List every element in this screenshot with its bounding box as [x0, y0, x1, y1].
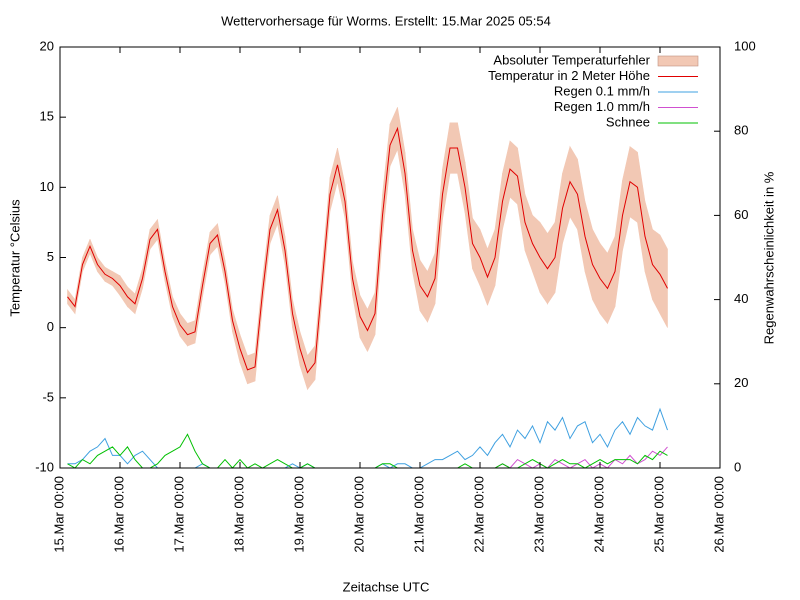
legend-label: Regen 1.0 mm/h [554, 99, 650, 114]
series-line [67, 126, 668, 374]
y2-tick-label: 20 [734, 375, 748, 390]
x-tick-label: 17.Mar 00:00 [171, 476, 186, 553]
legend-label: Schnee [606, 114, 650, 129]
legend-label: Regen 0.1 mm/h [554, 83, 650, 98]
x-tick-label: 26.Mar 00:00 [711, 476, 726, 553]
legend-label: Absoluter Temperaturfehler [493, 52, 650, 67]
y2-tick-label: 80 [734, 123, 748, 138]
y-axis-label: Temperatur °Celsius [7, 199, 22, 317]
series-line [67, 407, 668, 469]
y-tick-label: 10 [40, 179, 54, 194]
series-line [67, 446, 668, 469]
error-band [472, 217, 481, 286]
y-tick-label: -10 [35, 459, 54, 474]
x-tick-label: 18.Mar 00:00 [231, 476, 246, 553]
y-tick-label: 0 [47, 319, 54, 334]
y-tick-label: 20 [40, 38, 54, 53]
y2-tick-label: 100 [734, 38, 756, 53]
chart-title: Wettervorhersage für Worms. Erstellt: 15… [221, 13, 551, 28]
legend-label: Temperatur in 2 Meter Höhe [488, 68, 650, 83]
error-band [532, 214, 541, 293]
error-band [652, 228, 661, 314]
x-tick-label: 24.Mar 00:00 [591, 476, 606, 553]
y-tick-label: 5 [47, 249, 54, 264]
x-axis-label: Zeitachse UTC [343, 579, 430, 594]
y-tick-label: -5 [42, 389, 54, 404]
x-tick-label: 16.Mar 00:00 [111, 476, 126, 553]
legend-swatch [657, 55, 699, 67]
x-tick-label: 19.Mar 00:00 [291, 476, 306, 553]
y2-tick-label: 40 [734, 291, 748, 306]
x-tick-label: 15.Mar 00:00 [51, 476, 66, 553]
error-band [112, 271, 121, 297]
series-line [67, 433, 668, 469]
y-tick-label: 15 [40, 109, 54, 124]
x-tick-label: 20.Mar 00:00 [351, 476, 366, 553]
y2-tick-label: 0 [734, 459, 741, 474]
x-tick-label: 22.Mar 00:00 [471, 476, 486, 553]
y2-tick-label: 60 [734, 207, 748, 222]
y2-axis-label: Regenwahrscheinlichkeit in % [761, 171, 776, 344]
x-tick-label: 21.Mar 00:00 [411, 476, 426, 553]
x-tick-label: 25.Mar 00:00 [651, 476, 666, 553]
x-tick-label: 23.Mar 00:00 [531, 476, 546, 553]
